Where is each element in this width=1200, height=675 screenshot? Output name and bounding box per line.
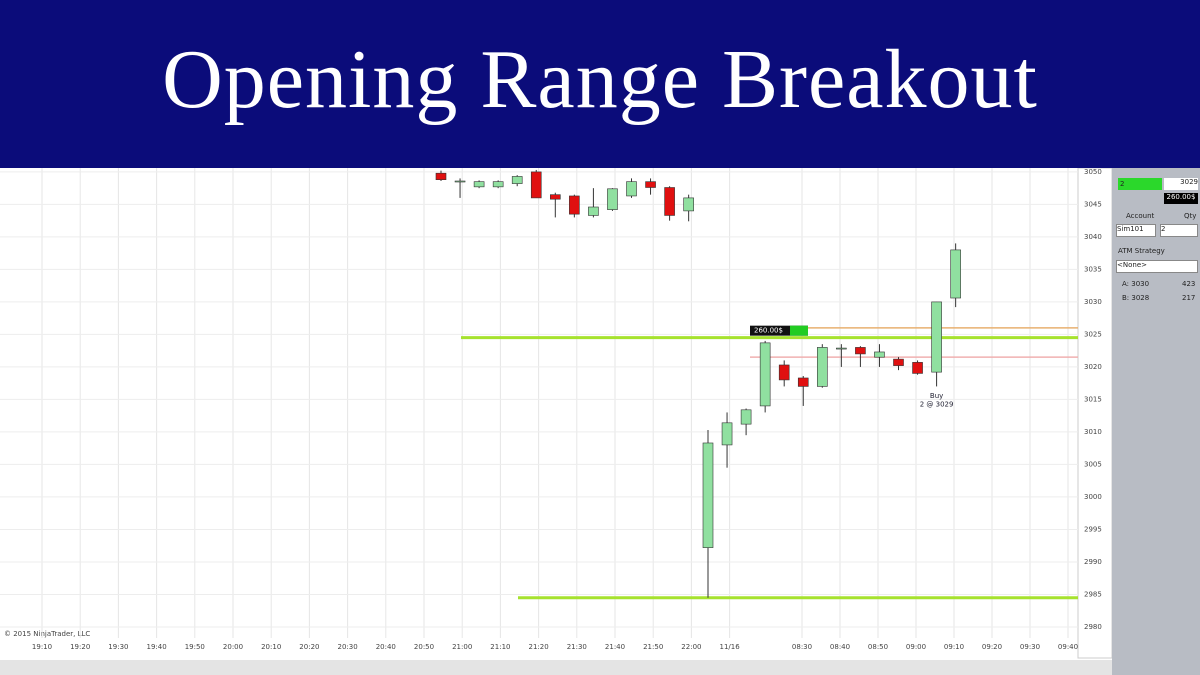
candle-body	[836, 347, 847, 350]
pnl-tag: 260.00$	[754, 327, 783, 335]
x-tick-label: 19:20	[70, 643, 90, 651]
atm-label: ATM Strategy	[1118, 247, 1165, 255]
scrollbar[interactable]	[0, 660, 1112, 675]
x-tick-label: 21:20	[529, 643, 549, 651]
y-tick-label: 3025	[1084, 330, 1102, 338]
x-tick-label: 09:20	[982, 643, 1002, 651]
price-axis	[1077, 168, 1112, 659]
y-tick-label: 3000	[1084, 493, 1102, 501]
candle-body	[759, 342, 771, 407]
pnl: 260.00$	[1164, 193, 1198, 204]
candle-body	[588, 206, 599, 216]
chart: © 2015 NinjaTrader, LLC 19:10 19:20 19:30 1…	[0, 168, 1112, 675]
ask-size: 423	[1182, 280, 1196, 288]
x-tick-label: 20:20	[299, 643, 319, 651]
candle-body	[950, 249, 961, 299]
pnl-tag-bg	[750, 325, 808, 336]
x-tick-label: 20:40	[376, 643, 396, 651]
candle-body	[645, 181, 656, 188]
x-tick-label: 20:50	[414, 643, 434, 651]
qty: 2	[1120, 180, 1125, 188]
order-panel: 2 3029 260.00$ Account Qty Sim101 2 ATM …	[1112, 168, 1200, 675]
candle-body	[855, 347, 866, 355]
y-tick-label: 3020	[1084, 363, 1102, 371]
x-tick-label: 09:00	[906, 643, 926, 651]
candle-body	[874, 351, 885, 358]
x-tick-label: 08:30	[792, 643, 812, 651]
x-tick-label: 09:40	[1058, 643, 1078, 651]
x-tick-label: 21:30	[567, 643, 587, 651]
x-tick-label: 22:00	[681, 643, 701, 651]
copyright: © 2015 NinjaTrader, LLC	[4, 630, 90, 638]
candle-body	[740, 409, 752, 425]
price: 3029	[1164, 178, 1198, 190]
x-tick-label: 20:00	[223, 643, 243, 651]
y-tick-label: 3015	[1084, 395, 1102, 403]
candle-body	[626, 181, 637, 197]
x-tick-label: 19:40	[147, 643, 167, 651]
x-tick-label: 21:00	[452, 643, 472, 651]
x-tick-label: 20:30	[338, 643, 358, 651]
qty-input[interactable]: 2	[1160, 224, 1198, 237]
y-tick-label: 3045	[1084, 200, 1102, 208]
y-tick-label: 3005	[1084, 460, 1102, 468]
y-tick-label: 3035	[1084, 265, 1102, 273]
candle-body	[569, 195, 580, 215]
candle-body	[530, 171, 542, 199]
account-select[interactable]: Sim101	[1116, 224, 1156, 237]
candle-body	[454, 180, 466, 183]
bid: B: 3028	[1122, 294, 1150, 302]
x-tick-label: 20:10	[261, 643, 281, 651]
candle-body	[912, 362, 923, 374]
candle-body	[931, 301, 942, 373]
candle-body	[778, 364, 790, 381]
x-tick-label: 21:10	[490, 643, 510, 651]
candle-body	[721, 422, 733, 446]
candle-body	[607, 188, 618, 210]
x-tick-label: 08:50	[868, 643, 888, 651]
title-banner: Opening Range Breakout	[0, 0, 1200, 168]
bid-size: 217	[1182, 294, 1196, 302]
candle-body	[683, 197, 694, 212]
x-tick-label: 21:40	[605, 643, 625, 651]
y-tick-label: 3040	[1084, 233, 1102, 241]
y-tick-label: 3010	[1084, 428, 1102, 436]
y-tick-label: 3030	[1084, 298, 1102, 306]
candle-body	[702, 442, 714, 548]
x-tick-label: 19:50	[185, 643, 205, 651]
candle-body	[893, 358, 904, 366]
x-tick-label: 11/16	[720, 643, 741, 651]
x-tick-label: 21:50	[643, 643, 663, 651]
qty-label: Qty	[1184, 212, 1197, 220]
candle-body	[816, 347, 828, 387]
account-label: Account	[1126, 212, 1155, 220]
candle-body	[511, 176, 523, 184]
candle-body	[797, 377, 809, 387]
y-tick-label: 2990	[1084, 558, 1102, 566]
candle-body	[664, 187, 675, 216]
x-tick-label: 19:30	[108, 643, 128, 651]
y-tick-label: 2980	[1084, 623, 1102, 631]
x-tick-label: 08:40	[830, 643, 850, 651]
y-tick-label: 2995	[1084, 525, 1102, 533]
candle-body	[473, 181, 485, 188]
ask: A: 3030	[1122, 280, 1150, 288]
y-tick-label: 2985	[1084, 590, 1102, 598]
y-tick-label: 3050	[1084, 168, 1102, 176]
candle-body	[549, 194, 561, 200]
x-tick-label: 09:30	[1020, 643, 1040, 651]
pnl-tag-green	[790, 325, 808, 336]
fill-detail: 2 @ 3029	[920, 401, 954, 409]
candle-body	[492, 181, 504, 188]
title: Opening Range Breakout	[162, 33, 1038, 126]
atm-select[interactable]: <None>	[1116, 260, 1198, 273]
chart-bg	[0, 168, 1112, 675]
qty-box	[1118, 178, 1162, 190]
x-tick-label: 09:10	[944, 643, 964, 651]
candle-body	[435, 172, 447, 181]
x-tick-label: 19:10	[32, 643, 52, 651]
fill-label: Buy	[930, 392, 943, 400]
